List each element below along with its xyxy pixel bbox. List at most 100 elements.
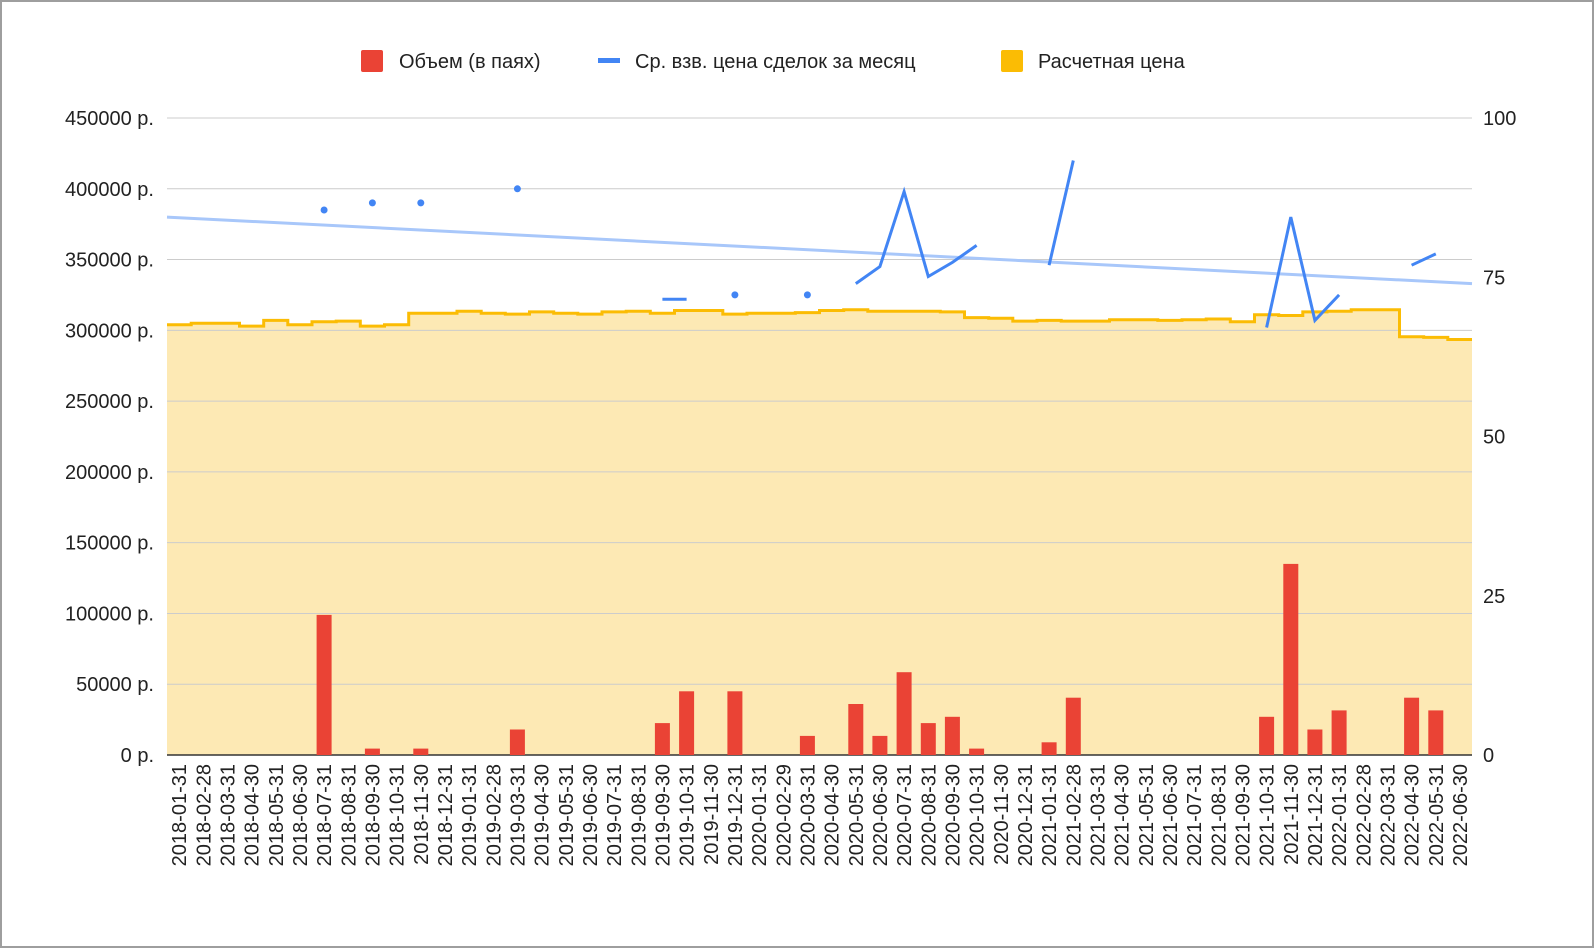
volume-bar: [896, 672, 912, 755]
right-tick-label: 0: [1483, 745, 1494, 767]
x-tick-label: 2018-02-28: [193, 764, 215, 866]
legend-swatch-avg-price: [598, 58, 620, 63]
volume-bar: [944, 716, 960, 755]
left-tick-label: 350000 р.: [65, 250, 154, 272]
x-tick-label: 2019-03-31: [507, 764, 529, 866]
calc-price-area: [167, 309, 1472, 755]
x-tick-label: 2018-03-31: [217, 764, 239, 866]
volume-bar: [1065, 697, 1081, 755]
volume-bar: [920, 723, 936, 755]
volume-bar: [364, 748, 380, 755]
left-axis: 0 р. 50000 р. 100000 р. 150000 р. 200000 р. 2…: [65, 108, 154, 767]
avg-price-line: [1265, 216, 1341, 328]
volume-bar: [413, 748, 429, 755]
x-tick-label: 2018-04-30: [242, 764, 264, 866]
x-tick-label: 2020-12-31: [1015, 764, 1037, 866]
x-tick-label: 2019-06-30: [580, 764, 602, 866]
avg-price-trendline-layer: [166, 215, 1473, 286]
legend-label-avg-price: Ср. взв. цена сделок за месяц: [635, 51, 916, 73]
volume-bar: [1404, 697, 1420, 755]
volume-bar: [1041, 742, 1057, 755]
gridlines-layer: [167, 117, 1472, 756]
x-tick-label: 2020-01-31: [749, 764, 771, 866]
x-tick-label: 2020-09-30: [942, 764, 964, 866]
calc-price-line: [167, 308, 1472, 341]
x-tick-label: 2021-02-28: [1063, 764, 1085, 866]
x-tick-label: 2019-02-28: [483, 764, 505, 866]
x-tick-label: 2018-10-31: [387, 764, 409, 866]
x-tick-label: 2019-05-31: [556, 764, 578, 866]
avg-price-point: [368, 199, 376, 207]
volume-bar: [1331, 710, 1347, 755]
left-tick-label: 200000 р.: [65, 462, 154, 484]
avg-price-line: [1410, 252, 1437, 267]
x-tick-label: 2020-05-31: [846, 764, 868, 866]
legend-label-calc-price: Расчетная цена: [1038, 51, 1186, 73]
avg-price-trendline: [166, 215, 1473, 286]
x-tick-label: 2018-01-31: [169, 764, 191, 866]
volume-bar: [316, 614, 332, 755]
legend: Объем (в паях) Ср. взв. цена сделок за ме…: [361, 50, 1186, 73]
x-tick-label: 2020-08-31: [918, 764, 940, 866]
x-tick-label: 2020-03-31: [797, 764, 819, 866]
volume-bar: [679, 691, 695, 755]
volume-bar: [654, 723, 670, 755]
x-tick-label: 2020-06-30: [870, 764, 892, 866]
x-tick-label: 2019-07-31: [604, 764, 626, 866]
x-tick-label: 2021-08-31: [1208, 764, 1230, 866]
x-tick-label: 2021-03-31: [1087, 764, 1109, 866]
x-tick-label: 2020-11-30: [991, 764, 1013, 865]
x-tick-label: 2021-09-30: [1232, 764, 1254, 866]
x-tick-label: 2021-07-31: [1184, 764, 1206, 866]
x-tick-label: 2020-04-30: [822, 764, 844, 866]
volume-bar: [969, 748, 985, 755]
left-tick-label: 50000 р.: [76, 674, 154, 696]
x-tick-label: 2021-12-31: [1305, 764, 1327, 866]
left-tick-label: 400000 р.: [65, 179, 154, 201]
avg-price-line-layer: [320, 160, 1437, 328]
legend-label-volume: Объем (в паях): [399, 51, 541, 73]
right-tick-label: 75: [1483, 267, 1505, 289]
x-tick-label: 2019-01-31: [459, 764, 481, 866]
x-tick-label: 2021-01-31: [1039, 764, 1061, 866]
avg-price-point: [731, 291, 739, 299]
x-tick-label: 2019-09-30: [652, 764, 674, 866]
x-tick-label: 2022-04-30: [1402, 764, 1424, 866]
x-tick-label: 2019-11-30: [701, 764, 723, 865]
right-tick-label: 50: [1483, 427, 1505, 449]
left-tick-label: 0 р.: [121, 745, 154, 767]
volume-bar: [1283, 563, 1299, 755]
x-tick-label: 2019-10-31: [677, 764, 699, 866]
x-tick-label: 2021-05-31: [1136, 764, 1158, 866]
avg-price-point: [320, 206, 328, 214]
x-tick-label: 2022-03-31: [1377, 764, 1399, 866]
x-tick-label: 2020-07-31: [894, 764, 916, 866]
x-axis: 2018-01-31 2018-02-28 2018-03-31 2018-04-30…: [169, 764, 1472, 866]
calc-price-line-layer: [167, 308, 1472, 341]
x-tick-label: 2018-08-31: [338, 764, 360, 866]
volume-bar: [1259, 716, 1275, 755]
avg-price-line: [854, 186, 978, 285]
x-tick-label: 2019-08-31: [628, 764, 650, 866]
avg-price-point: [417, 199, 425, 207]
x-tick-label: 2018-12-31: [435, 764, 457, 866]
avg-price-point: [803, 291, 811, 299]
x-tick-label: 2021-11-30: [1281, 764, 1303, 865]
left-tick-label: 250000 р.: [65, 391, 154, 413]
volume-bar: [872, 735, 888, 755]
volume-bar: [848, 704, 864, 755]
legend-swatch-volume: [361, 50, 383, 72]
right-tick-label: 25: [1483, 586, 1505, 608]
x-tick-label: 2022-05-31: [1426, 764, 1448, 866]
right-tick-label: 100: [1483, 108, 1516, 130]
left-tick-label: 300000 р.: [65, 320, 154, 342]
x-tick-label: 2018-06-30: [290, 764, 312, 866]
volume-bars-layer: [316, 563, 1444, 755]
volume-bar: [799, 735, 815, 755]
volume-bar: [1428, 710, 1444, 755]
x-tick-label: 2022-02-28: [1353, 764, 1375, 866]
x-tick-label: 2021-04-30: [1112, 764, 1134, 866]
avg-price-point: [513, 185, 521, 193]
